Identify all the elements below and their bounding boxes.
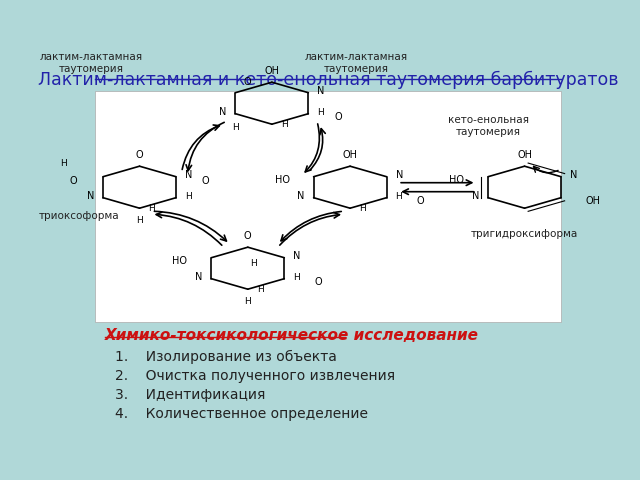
Text: OH: OH	[585, 196, 600, 206]
Text: H: H	[61, 159, 67, 168]
Text: N: N	[396, 170, 403, 180]
Text: 1.    Изолирование из объекта: 1. Изолирование из объекта	[115, 349, 337, 364]
Text: O: O	[136, 150, 143, 160]
Text: N: N	[293, 251, 301, 261]
Text: N: N	[297, 191, 305, 201]
Text: O: O	[244, 231, 252, 241]
Text: N: N	[472, 191, 479, 201]
Text: тригидроксиформа: тригидроксиформа	[471, 229, 578, 239]
Text: 4.    Количественное определение: 4. Количественное определение	[115, 407, 368, 421]
Text: лактим-лактамная
таутомерия: лактим-лактамная таутомерия	[40, 52, 143, 74]
Text: H: H	[250, 259, 257, 268]
Text: H: H	[317, 108, 324, 117]
Text: 2.    Очистка полученного извлечения: 2. Очистка полученного извлечения	[115, 369, 395, 383]
Text: Лактим-лактамная и кето-енольная таутомерия барбитуратов: Лактим-лактамная и кето-енольная таутоме…	[38, 71, 618, 89]
Text: N: N	[195, 272, 202, 282]
Text: O: O	[70, 176, 77, 186]
Text: 3.    Идентификация: 3. Идентификация	[115, 388, 265, 402]
Text: триоксоформа: триоксоформа	[39, 211, 120, 221]
Text: OH: OH	[264, 66, 280, 76]
Text: H: H	[148, 204, 156, 213]
Text: HO: HO	[449, 175, 464, 185]
Text: H: H	[232, 123, 239, 132]
Text: N: N	[570, 170, 577, 180]
Text: O: O	[417, 196, 424, 206]
Text: H: H	[244, 297, 251, 306]
Text: OH: OH	[517, 150, 532, 160]
Text: N: N	[219, 107, 227, 117]
Text: лактим-лактамная
таутомерия: лактим-лактамная таутомерия	[305, 52, 408, 74]
Text: O: O	[244, 77, 252, 87]
FancyBboxPatch shape	[95, 91, 561, 322]
Text: HO: HO	[172, 256, 188, 266]
Text: H: H	[257, 285, 264, 294]
Text: N: N	[185, 170, 193, 180]
Text: HO: HO	[275, 175, 289, 185]
Text: N: N	[86, 191, 94, 201]
Text: O: O	[202, 176, 209, 186]
Text: H: H	[396, 192, 403, 201]
Text: кето-енольная
таутомерия: кето-енольная таутомерия	[448, 115, 529, 137]
Text: H: H	[136, 216, 143, 225]
Text: H: H	[281, 120, 287, 129]
Text: N: N	[317, 86, 324, 96]
Text: O: O	[314, 276, 322, 287]
Text: O: O	[335, 112, 342, 122]
Text: H: H	[293, 273, 300, 282]
Text: H: H	[185, 192, 192, 201]
Text: OH: OH	[342, 150, 358, 160]
Text: Химико-токсикологическое исследование: Химико-токсикологическое исследование	[105, 328, 479, 343]
Text: H: H	[359, 204, 366, 213]
